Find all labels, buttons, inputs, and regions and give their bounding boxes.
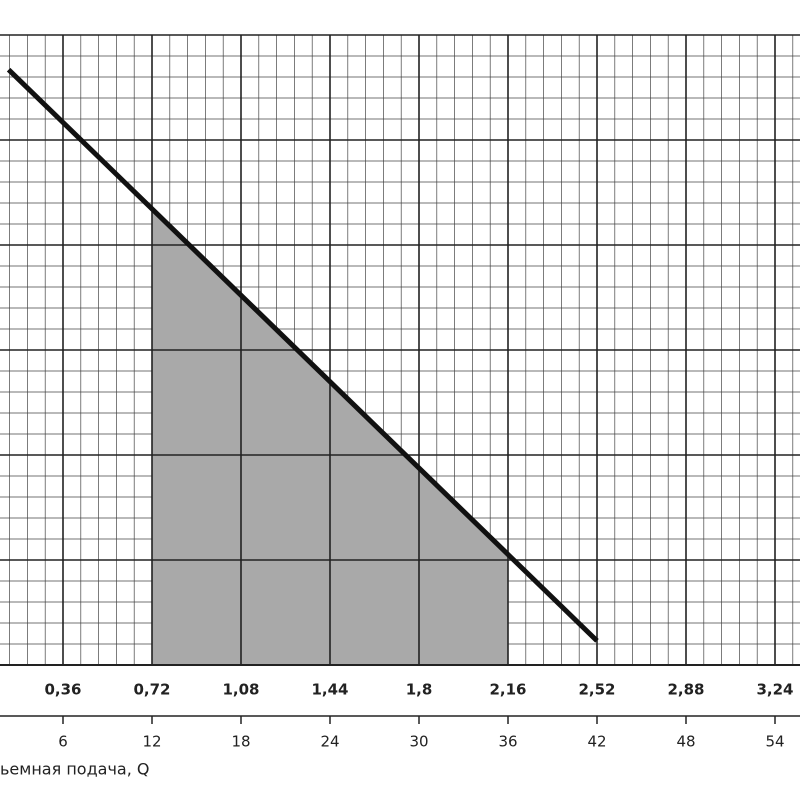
x-tick-label: 1,08	[222, 681, 259, 699]
x2-tick-label: 48	[676, 733, 695, 751]
x-tick-label: 0,36	[44, 681, 81, 699]
x-tick-label: 0,72	[133, 681, 170, 699]
x-tick-label: 3,24	[756, 681, 793, 699]
x2-tick-label: 36	[498, 733, 517, 751]
x2-tick-label: 42	[587, 733, 606, 751]
curve	[6, 67, 599, 643]
x-tick-label: 2,52	[578, 681, 615, 699]
x2-tick-label: 30	[409, 733, 428, 751]
x2-tick-label: 6	[58, 733, 68, 751]
x2-tick-label: 54	[765, 733, 784, 751]
x-tick-label: 1,8	[406, 681, 433, 699]
x-tick-label: 2,16	[489, 681, 526, 699]
x-axis-label: ьемная подача, Q	[0, 760, 149, 779]
x2-tick-label: 24	[320, 733, 339, 751]
x2-tick-label: 18	[231, 733, 250, 751]
x2-tick-label: 12	[142, 733, 161, 751]
x-tick-label: 2,88	[667, 681, 704, 699]
x-tick-label: 1,44	[311, 681, 348, 699]
